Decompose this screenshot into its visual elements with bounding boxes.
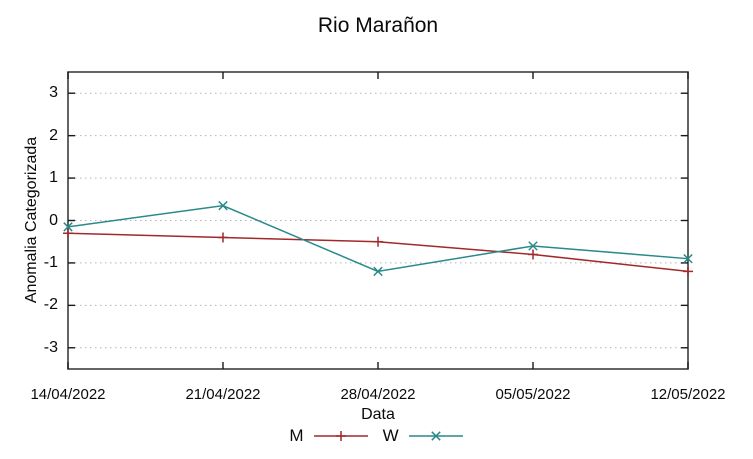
x-tick-label: 21/04/2022	[185, 386, 261, 403]
series-W-marker	[218, 200, 228, 211]
legend-item-W: W	[383, 426, 464, 446]
series-W-marker	[683, 253, 693, 264]
y-tick-label: -2	[43, 296, 58, 314]
x-tick-label: 12/05/2022	[650, 386, 726, 403]
legend-label-M: M	[289, 426, 304, 445]
x-axis-label: Data	[361, 406, 395, 423]
y-tick-label: 0	[49, 211, 58, 229]
series-W-marker	[528, 241, 538, 251]
legend-item-M: M	[289, 426, 368, 446]
x-tick-label: 14/04/2022	[30, 386, 106, 403]
x-tick-label: 05/05/2022	[495, 386, 571, 403]
legend-label-W: W	[382, 426, 399, 445]
y-tick-label: 2	[49, 126, 58, 144]
y-tick-label: 1	[49, 169, 58, 187]
y-tick-label: 3	[49, 84, 58, 102]
y-tick-label: -3	[43, 338, 58, 356]
series-W-marker	[373, 266, 383, 277]
legend-marker-W	[430, 431, 441, 441]
legend-swatch-M	[313, 431, 368, 441]
chart-title: Rio Marañon	[317, 14, 439, 37]
x-tick-label: 28/04/2022	[340, 386, 416, 403]
series-W-marker	[63, 222, 73, 232]
legend-swatch-W	[408, 431, 463, 441]
y-tick-label: -1	[43, 253, 58, 271]
